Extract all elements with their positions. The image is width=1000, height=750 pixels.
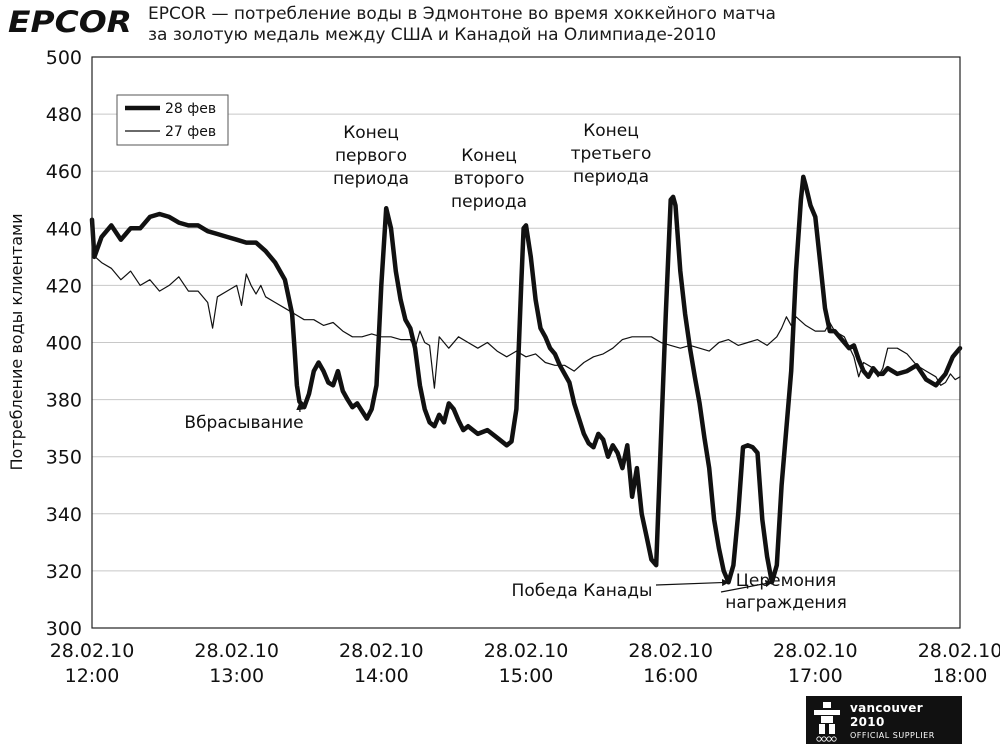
x-tick-label-time: 14:00 bbox=[354, 665, 409, 687]
annotation-end-p1: первого bbox=[335, 146, 407, 166]
y-tick-label: 320 bbox=[46, 561, 82, 583]
inukshuk-icon bbox=[814, 702, 840, 742]
annotation-ceremony: Церемония bbox=[736, 571, 837, 591]
series-line-28-feb bbox=[89, 174, 963, 585]
x-tick-label-date: 28.02.10 bbox=[339, 640, 424, 662]
y-tick-label: 460 bbox=[46, 161, 82, 183]
y-axis-label: Потребление воды клиентами bbox=[7, 213, 26, 470]
x-tick-label-date: 28.02.10 bbox=[50, 640, 135, 662]
water-consumption-chart: 300 320 340 350 380 400 420 440 460 480 500 28.02.… bbox=[7, 47, 1000, 687]
annotation-arrow-ceremony bbox=[720, 579, 773, 593]
annotation-faceoff: Вбрасывание bbox=[184, 413, 303, 433]
legend-label-28: 28 фев bbox=[165, 101, 216, 117]
x-tick-label-date: 28.02.10 bbox=[918, 640, 1000, 662]
epcor-logo: EPCOR bbox=[8, 5, 132, 38]
x-tick-label-date: 28.02.10 bbox=[194, 640, 279, 662]
annotation-end-p2: второго bbox=[454, 169, 525, 189]
x-tick-label-date: 28.02.10 bbox=[773, 640, 858, 662]
chart-title: EPCOR — потребление воды в Эдмонтоне во … bbox=[148, 4, 776, 46]
y-tick-label: 340 bbox=[46, 504, 82, 526]
annotation-end-p3: третьего bbox=[571, 144, 652, 164]
series-layer bbox=[89, 174, 963, 585]
legend-box bbox=[116, 94, 229, 146]
annotation-canada-win: Победа Канады bbox=[512, 581, 653, 601]
y-tick-label: 300 bbox=[46, 618, 82, 640]
y-tick-label: 420 bbox=[46, 275, 82, 297]
x-tick-label-time: 13:00 bbox=[209, 665, 264, 687]
epcor-logo-text: EPCOR bbox=[8, 5, 132, 38]
x-tick-label-time: 12:00 bbox=[65, 665, 120, 687]
legend: 28 фев 27 фев bbox=[116, 94, 229, 146]
x-tick-label-time: 17:00 bbox=[788, 665, 843, 687]
grid bbox=[92, 113, 960, 572]
y-tick-label: 480 bbox=[46, 104, 82, 126]
annotation-end-p3: Конец bbox=[583, 121, 639, 141]
annotation-ceremony: награждения bbox=[725, 593, 847, 613]
x-tick-label-date: 28.02.10 bbox=[628, 640, 713, 662]
y-tick-label: 500 bbox=[46, 47, 82, 69]
x-tick-labels: 28.02.10 12:00 28.02.10 13:00 28.02.10 14:00 2… bbox=[50, 640, 1000, 687]
annotations: Вбрасывание Конец первого периода Конец второ… bbox=[184, 121, 846, 613]
annotation-arrow-canada-win bbox=[655, 578, 730, 587]
x-tick-label-time: 16:00 bbox=[643, 665, 698, 687]
x-tick-label-time: 18:00 bbox=[933, 665, 988, 687]
annotation-end-p2: периода bbox=[451, 192, 527, 212]
badge-sub-text: OFFICIAL SUPPLIER bbox=[850, 730, 935, 740]
annotation-end-p2: Конец bbox=[461, 146, 517, 166]
y-tick-label: 380 bbox=[46, 390, 82, 412]
x-tick-label-date: 28.02.10 bbox=[484, 640, 569, 662]
annotation-end-p1: периода bbox=[333, 169, 409, 189]
y-tick-label: 400 bbox=[46, 333, 82, 355]
title-line-2: за золотую медаль между США и Канадой на… bbox=[148, 25, 717, 45]
annotation-arrow-faceoff bbox=[296, 402, 304, 413]
plot-frame bbox=[91, 56, 961, 629]
vancouver-2010-badge: vancouver 2010 OFFICIAL SUPPLIER bbox=[806, 696, 962, 744]
annotation-end-p1: Конец bbox=[343, 123, 399, 143]
legend-label-27: 27 фев bbox=[165, 124, 216, 140]
x-tick-label-time: 15:00 bbox=[499, 665, 554, 687]
y-tick-label: 350 bbox=[46, 447, 82, 469]
badge-main-text: vancouver 2010 bbox=[850, 700, 923, 729]
annotation-end-p3: периода bbox=[573, 167, 649, 187]
title-line-1: EPCOR — потребление воды в Эдмонтоне во … bbox=[148, 4, 776, 24]
y-tick-label: 440 bbox=[46, 218, 82, 240]
y-tick-labels: 300 320 340 350 380 400 420 440 460 480 500 bbox=[46, 47, 82, 640]
